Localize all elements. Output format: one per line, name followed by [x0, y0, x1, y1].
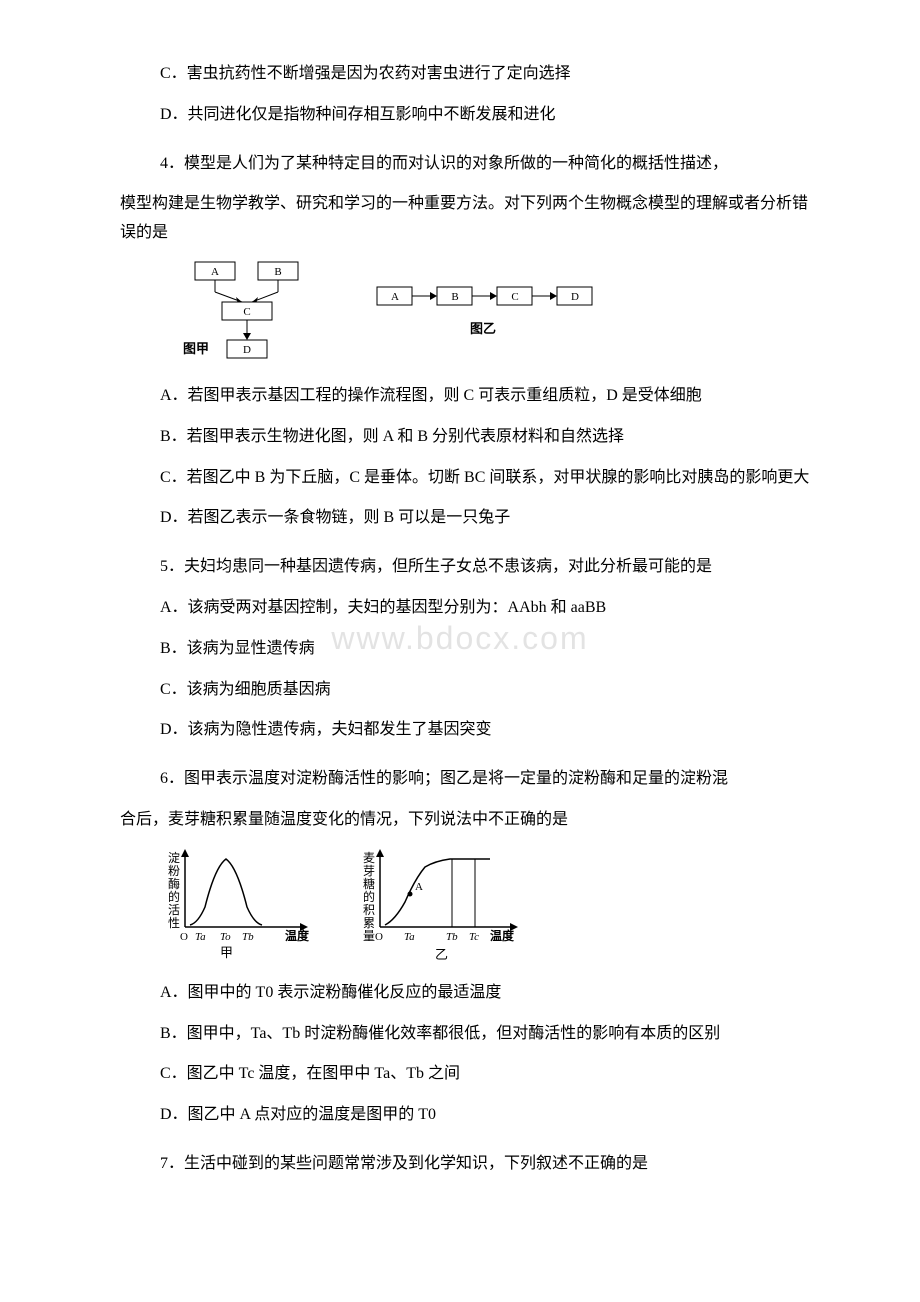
q4-option-c: C．若图乙中 B 为下丘脑，C 是垂体。切断 BC 间联系，对甲状腺的影响比对胰…: [160, 464, 820, 493]
chart-yi-svg: 麦 芽 糖 的 积 累 量 A O Ta Tb Tc 温度: [360, 847, 540, 967]
chart-yi-ylabel-1: 麦: [363, 851, 375, 865]
chart-yi-point-a: [408, 891, 413, 896]
chart-yi-ylabel-6: 累: [363, 916, 375, 930]
chart-yi-ylabel-3: 糖: [363, 876, 375, 891]
arrow-cd-head: [243, 333, 251, 340]
chart-jia-ylabel-1: 淀: [168, 851, 180, 865]
chart-yi: 麦 芽 糖 的 积 累 量 A O Ta Tb Tc 温度: [360, 847, 540, 967]
chart-yi-curve: [385, 859, 490, 925]
chart-yi-ta: Ta: [404, 931, 415, 943]
yi-arrow-ab-head: [430, 292, 437, 300]
chart-jia-ylabel-2: 粉: [168, 864, 180, 878]
box-c-label: C: [243, 306, 250, 318]
diagram-jia: A B C D 图甲: [180, 260, 325, 370]
q5-option-d: D．该病为隐性遗传病，夫妇都发生了基因突变: [160, 716, 820, 745]
chart-yi-origin: O: [375, 931, 383, 943]
chart-jia-ylabel-3: 酶: [168, 876, 180, 891]
chart-yi-ylabel-2: 芽: [363, 864, 375, 878]
q3-option-c: C．害虫抗药性不断增强是因为农药对害虫进行了定向选择: [160, 60, 820, 89]
q5-option-c: C．该病为细胞质基因病: [160, 676, 820, 705]
chart-jia-to: To: [220, 931, 231, 943]
q5-option-a: A．该病受两对基因控制，夫妇的基因型分别为：AAbh 和 aaBB: [160, 594, 820, 623]
q4-option-b: B．若图甲表示生物进化图，则 A 和 B 分别代表原材料和自然选择: [160, 423, 820, 452]
chart-yi-xlabel: 温度: [490, 928, 515, 943]
chart-yi-point-a-label: A: [415, 881, 423, 893]
diagram-jia-svg: A B C D 图甲: [180, 260, 325, 370]
box-d-label: D: [243, 344, 251, 356]
q5-stem: 5．夫妇均患同一种基因遗传病，但所生子女总不患该病，对此分析最可能的是: [160, 553, 820, 582]
box-a-label: A: [211, 266, 219, 278]
q6-charts: 淀 粉 酶 的 活 性 O Ta To Tb 温度 甲 麦: [160, 847, 820, 967]
chart-yi-ylabel-7: 量: [363, 929, 375, 943]
diagram-yi-label: 图乙: [470, 321, 496, 336]
chart-jia-ylabel-4: 的: [168, 889, 180, 904]
q4-diagrams: A B C D 图甲 A: [180, 260, 820, 370]
yi-arrow-bc-head: [490, 292, 497, 300]
q7-stem: 7．生活中碰到的某些问题常常涉及到化学知识，下列叙述不正确的是: [160, 1150, 820, 1179]
chart-jia-tb: Tb: [242, 931, 254, 943]
yi-box-b-label: B: [451, 291, 458, 303]
yi-box-a-label: A: [391, 291, 399, 303]
chart-yi-yaxis-arrow: [376, 849, 384, 857]
chart-yi-ylabel-5: 积: [363, 903, 375, 917]
q4-stem-line2: 模型构建是生物学教学、研究和学习的一种重要方法。对下列两个生物概念模型的理解或者…: [120, 190, 820, 248]
chart-jia-label: 甲: [220, 945, 233, 960]
yi-box-d-label: D: [571, 291, 579, 303]
chart-jia-yaxis-arrow: [181, 849, 189, 857]
chart-yi-ylabel-4: 的: [363, 889, 375, 904]
chart-jia-curve: [190, 859, 262, 925]
yi-box-c-label: C: [511, 291, 518, 303]
document-content: C．害虫抗药性不断增强是因为农药对害虫进行了定向选择 D．共同进化仅是指物种间存…: [120, 60, 820, 1179]
chart-jia-ylabel-5: 活: [168, 903, 180, 917]
q6-stem-line2: 合后，麦芽糖积累量随温度变化的情况，下列说法中不正确的是: [120, 806, 820, 835]
chart-jia-ta: Ta: [195, 931, 206, 943]
chart-yi-tb: Tb: [446, 931, 458, 943]
chart-jia-ylabel-6: 性: [168, 916, 180, 930]
q6-stem-line1: 6．图甲表示温度对淀粉酶活性的影响；图乙是将一定量的淀粉酶和足量的淀粉混: [160, 765, 820, 794]
diagram-jia-label: 图甲: [183, 341, 209, 356]
q4-stem-line1: 4．模型是人们为了某种特定目的而对认识的对象所做的一种简化的概括性描述，: [160, 150, 820, 179]
yi-arrow-cd-head: [550, 292, 557, 300]
q6-option-d: D．图乙中 A 点对应的温度是图甲的 T0: [160, 1101, 820, 1130]
q4-option-d: D．若图乙表示一条食物链，则 B 可以是一只兔子: [160, 504, 820, 533]
q4-option-a: A．若图甲表示基因工程的操作流程图，则 C 可表示重组质粒，D 是受体细胞: [160, 382, 820, 411]
chart-yi-label: 乙: [435, 947, 448, 962]
chart-jia-svg: 淀 粉 酶 的 活 性 O Ta To Tb 温度 甲: [160, 847, 330, 967]
q3-option-d: D．共同进化仅是指物种间存相互影响中不断发展和进化: [160, 101, 820, 130]
chart-yi-tc: Tc: [469, 931, 479, 943]
q6-option-c: C．图乙中 Tc 温度，在图甲中 Ta、Tb 之间: [160, 1060, 820, 1089]
q6-option-b: B．图甲中，Ta、Tb 时淀粉酶催化效率都很低，但对酶活性的影响有本质的区别: [160, 1020, 820, 1049]
q5-option-b: B．该病为显性遗传病: [160, 635, 820, 664]
chart-jia: 淀 粉 酶 的 活 性 O Ta To Tb 温度 甲: [160, 847, 330, 967]
chart-jia-xlabel: 温度: [285, 928, 310, 943]
diagram-yi-svg: A B C D 图乙: [375, 285, 645, 345]
box-b-label: B: [274, 266, 281, 278]
chart-jia-origin: O: [180, 931, 188, 943]
q6-option-a: A．图甲中的 T0 表示淀粉酶催化反应的最适温度: [160, 979, 820, 1008]
diagram-yi: A B C D 图乙: [375, 285, 645, 345]
